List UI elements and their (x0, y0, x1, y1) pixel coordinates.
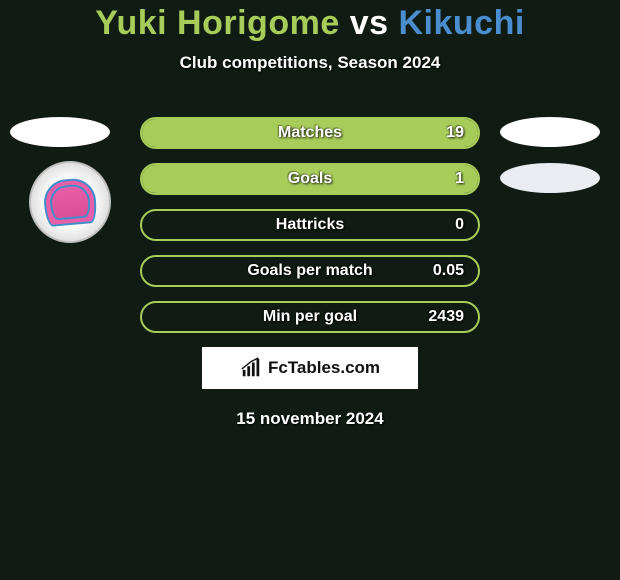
stat-bar-hattricks: Hattricks 0 (140, 209, 480, 241)
stat-value: 0 (455, 216, 464, 234)
stat-row: Goals 1 (0, 163, 620, 195)
title-player1: Yuki Horigome (95, 4, 340, 42)
stat-row: Goals per match 0.05 (0, 255, 620, 287)
stat-label: Matches (278, 124, 342, 142)
title-vs: vs (350, 4, 389, 42)
stat-bar-min-per-goal: Min per goal 2439 (140, 301, 480, 333)
player2-avatar-placeholder (500, 117, 600, 147)
stat-bar-goals-per-match: Goals per match 0.05 (140, 255, 480, 287)
stat-row: Hattricks 0 (0, 209, 620, 241)
title-player2: Kikuchi (398, 4, 524, 42)
brand-box[interactable]: FcTables.com (202, 347, 418, 389)
bars-chart-icon (240, 357, 262, 379)
subtitle: Club competitions, Season 2024 (0, 53, 620, 73)
stat-value: 2439 (428, 308, 464, 326)
stat-row: Matches 19 (0, 117, 620, 149)
comparison-stats: Matches 19 Goals 1 Hattricks 0 Goals per… (0, 117, 620, 333)
stat-label: Goals (288, 170, 332, 188)
stat-label: Min per goal (263, 308, 357, 326)
stat-bar-goals: Goals 1 (140, 163, 480, 195)
stat-label: Goals per match (247, 262, 372, 280)
stat-value: 19 (446, 124, 464, 142)
player2-avatar-placeholder (500, 163, 600, 193)
stat-row: Min per goal 2439 (0, 301, 620, 333)
page-title: Yuki Horigome vs Kikuchi (0, 4, 620, 43)
stat-value: 1 (455, 170, 464, 188)
date-line: 15 november 2024 (0, 409, 620, 429)
player1-avatar-placeholder (10, 117, 110, 147)
stat-value: 0.05 (433, 262, 464, 280)
brand-text: FcTables.com (268, 358, 380, 378)
stat-bar-matches: Matches 19 (140, 117, 480, 149)
stat-label: Hattricks (276, 216, 344, 234)
